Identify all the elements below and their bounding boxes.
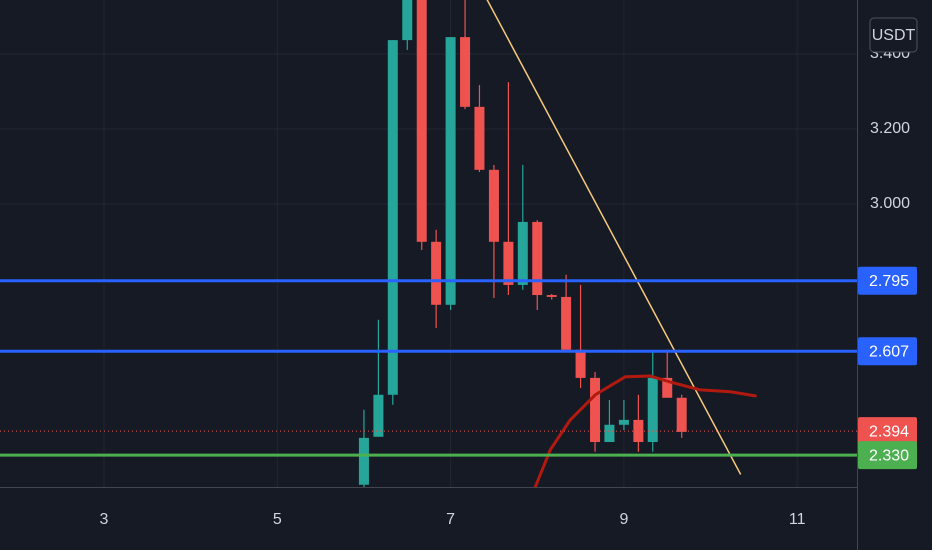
candle-body	[474, 106, 485, 170]
candle-body	[561, 296, 572, 350]
candle-body	[445, 37, 456, 305]
level-label: 2.394	[869, 423, 909, 440]
x-tick-label: 3	[100, 511, 109, 528]
candle-body	[590, 377, 601, 443]
candle-body	[662, 377, 673, 398]
level-badge	[858, 441, 917, 470]
x-tick-label: 5	[273, 511, 282, 528]
candle-body	[503, 241, 514, 285]
x-tick-label: 11	[789, 511, 806, 528]
candle-body	[676, 397, 687, 432]
candle-body	[633, 419, 644, 443]
candle-body	[460, 37, 471, 107]
plot-area	[0, 0, 857, 487]
y-tick-label: 3.000	[870, 195, 910, 212]
candle-body	[604, 424, 615, 443]
candle-body	[647, 377, 658, 443]
candle-body	[402, 0, 413, 41]
y-tick-label: 3.200	[870, 120, 910, 137]
level-badge	[858, 266, 917, 295]
trendline	[486, 0, 742, 475]
moving-average	[533, 374, 757, 487]
level-label: 2.607	[869, 344, 909, 361]
level-label: 2.330	[869, 447, 909, 464]
candle-body	[546, 295, 557, 297]
x-tick-label: 7	[446, 511, 455, 528]
level-label: 2.795	[869, 273, 909, 290]
currency-badge[interactable]	[869, 17, 918, 53]
candle-body	[431, 241, 442, 305]
candle-body	[358, 437, 369, 485]
candle-body	[387, 40, 398, 395]
candle-body	[532, 221, 543, 296]
candle-body	[618, 419, 629, 425]
candle-body	[575, 349, 586, 378]
level-badge	[858, 417, 917, 446]
candle-body	[373, 394, 384, 437]
x-tick-label: 9	[619, 511, 628, 528]
currency-label: USDT	[872, 27, 916, 44]
candle-body	[517, 221, 528, 285]
candle-body	[416, 0, 427, 242]
candle-body	[488, 169, 499, 242]
level-badge	[858, 337, 917, 366]
